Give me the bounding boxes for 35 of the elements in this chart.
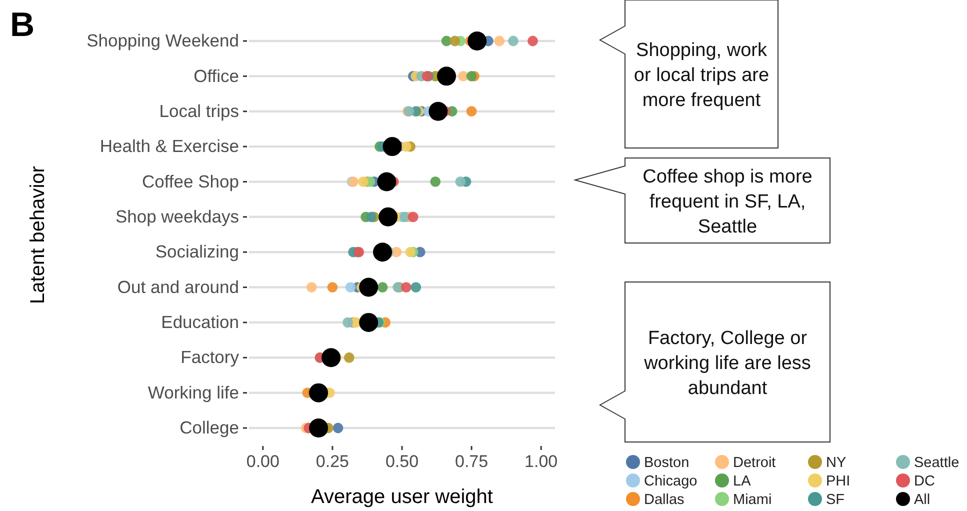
text: Coffee shop is more frequent in SF, LA, Seattle [642, 166, 812, 238]
y-tick-label: Office [194, 66, 239, 86]
x-tick-label: 0.50 [385, 452, 419, 472]
text: Shopping, work or local trips are more frequent [634, 40, 770, 111]
y-tick-label: Coffee Shop [142, 171, 239, 192]
y-tick-label: Education [161, 312, 239, 332]
legend-label: Dallas [644, 492, 684, 508]
legend-label: Seattle [914, 455, 960, 471]
legend-label: Chicago [644, 474, 698, 490]
x-tick-label: 1.00 [524, 452, 558, 472]
y-tick-label: Out and around [117, 276, 239, 297]
x-tick-label: 0.00 [246, 452, 280, 472]
x-axis-title: Average user weight [311, 486, 494, 508]
legend-label: All [914, 492, 930, 508]
legend-label: LA [733, 474, 752, 490]
legend-label: DC [914, 474, 935, 490]
y-tick-label: Local trips [159, 100, 240, 121]
x-tick-label: 0.75 [455, 452, 488, 472]
text: B [10, 6, 35, 44]
legend-label: Detroit [733, 455, 776, 471]
legend-label: PHI [826, 474, 850, 490]
y-tick-label: Shopping Weekend [86, 30, 239, 51]
legend-label: Miami [733, 492, 772, 508]
y-tick-label: College [180, 418, 239, 438]
y-axis-title: Latent behavior [27, 166, 49, 304]
x-tick-label: 0.25 [316, 452, 349, 472]
y-tick-label: Factory [180, 347, 240, 368]
y-tick-label: Working life [148, 382, 239, 402]
legend-label: Boston [644, 455, 690, 471]
y-tick-label: Socializing [155, 242, 239, 262]
y-tick-label: Shop weekdays [115, 206, 240, 227]
legend-label: SF [826, 492, 845, 508]
y-tick-label: Health & Exercise [100, 136, 239, 156]
text: Factory, College or working life are less abundant [643, 328, 811, 399]
legend-label: NY [826, 455, 846, 471]
